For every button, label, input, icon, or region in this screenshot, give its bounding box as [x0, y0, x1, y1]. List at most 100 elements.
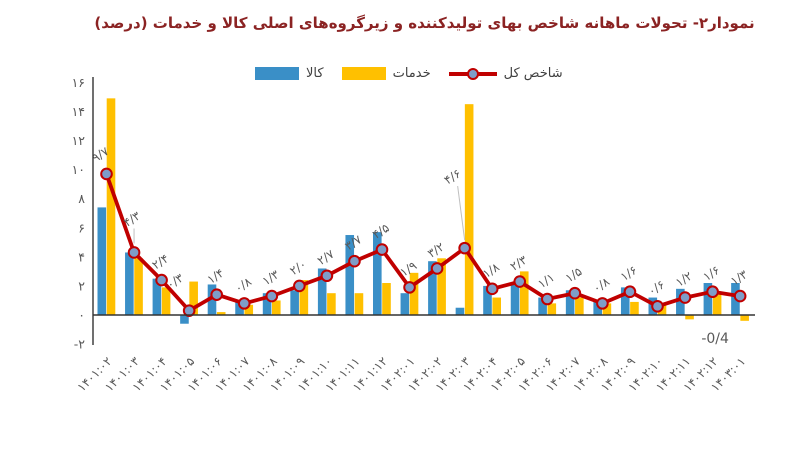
bar-services-۱۴۰۱:۰۲	[106, 98, 116, 315]
x-axis-labels: ۱۴۰۱:۰۲۱۴۰۱:۰۳۱۴۰۱:۰۴۱۴۰۱:۰۵۱۴۰۱:۰۶۱۴۰۱:…	[75, 354, 749, 394]
bar-goods-۱۴۰۱:۰۲	[97, 207, 107, 315]
data-label-۱۴۰۲:۰۶: ۱/۱	[535, 270, 557, 291]
total-line	[104, 173, 741, 313]
bar-services-۱۴۰۱:۰۸	[272, 300, 281, 315]
marker-۱۴۰۲:۱۱	[678, 291, 692, 304]
chart-title: نمودار۲- تحولات ماهانه شاخص بهای تولیدکن…	[94, 14, 755, 32]
bar-goods-۱۴۰۱:۰۴	[152, 278, 162, 315]
legend-label-goods: کالا	[306, 66, 324, 81]
bar-services-۱۴۰۱:۰۹	[299, 280, 309, 315]
bar-goods-۱۴۰۱:۰۸	[262, 293, 272, 315]
marker-۱۴۰۲:۰۱	[403, 281, 416, 294]
data-label-۱۴۰۲:۰۸: ۰/۸	[590, 274, 612, 295]
data-label-۱۴۰۲:۰۵: ۲/۳	[508, 252, 530, 273]
marker-۱۴۰۱:۱۰	[320, 269, 334, 283]
bar-goods-۱۴۰۲:۰۹	[620, 287, 630, 315]
bar-goods-۱۴۰۲:۱۲	[703, 283, 713, 315]
chart-legend: کالا خدمات شاخص کل	[255, 66, 585, 81]
legend-item-goods: کالا	[255, 66, 324, 81]
marker-۱۴۰۱:۰۳	[127, 246, 141, 259]
data-label-۱۴۰۱:۱۰: ۲/۷	[315, 247, 337, 268]
bar-goods-۱۴۰۱:۱۱	[345, 235, 355, 315]
bar-services-۱۴۰۱:۰۶	[216, 312, 226, 315]
bar-goods-۱۴۰۲:۰۸	[593, 301, 602, 315]
total-line-swatch-icon	[448, 67, 497, 80]
marker-۱۴۰۲:۱۰	[651, 299, 664, 313]
data-label-۱۴۰۲:۱۲: ۱/۶	[701, 263, 723, 284]
marker-۱۴۰۲:۰۸	[596, 297, 609, 310]
marker-۱۴۰۲:۰۴	[485, 282, 499, 296]
y-tick-6: ۶	[78, 220, 85, 235]
label-leader-lines	[133, 186, 466, 244]
data-label-۱۴۰۱:۰۷: ۰/۸	[232, 274, 254, 295]
marker-۱۴۰۲:۰۹	[623, 285, 637, 299]
bar-services-۱۴۰۲:۰۱	[409, 272, 419, 315]
y-tick--2: -۲	[74, 337, 86, 352]
bar-goods-۱۴۰۲:۰۱	[400, 293, 410, 315]
bar-goods-۱۴۰۱:۱۲	[373, 232, 382, 315]
marker-۱۴۰۱:۰۹	[293, 279, 306, 293]
marker-۱۴۰۱:۰۷	[237, 297, 251, 310]
bar-goods-۱۴۰۱:۱۰	[317, 268, 327, 315]
y-tick-4: ۴	[78, 249, 85, 264]
bar-services-۱۴۰۱:۱۲	[382, 283, 391, 315]
bar-goods-۱۴۰۲:۰۴	[483, 285, 492, 315]
bar-goods-۱۴۰۲:۰۵	[510, 283, 520, 315]
bar-goods-۱۴۰۱:۰۵	[180, 315, 189, 324]
bar-goods-۱۴۰۲:۰۷	[565, 290, 575, 315]
data-label-۱۴۰۲:۰۷: ۱/۵	[563, 264, 585, 285]
bar-services-۱۴۰۲:۱۲	[712, 291, 722, 315]
bar-services-۱۴۰۲:۰۸	[602, 303, 612, 315]
marker-۱۴۰۱:۱۱	[348, 254, 361, 268]
marker-۱۴۰۱:۰۶	[210, 288, 223, 301]
y-tick-8: ۸	[78, 191, 85, 206]
axes	[92, 77, 755, 345]
legend-label-total: شاخص کل	[503, 66, 563, 81]
data-label-۱۴۰۱:۰۸: ۱/۳	[260, 267, 282, 288]
marker-۱۴۰۱:۰۴	[155, 273, 168, 287]
bar-goods-۱۴۰۱:۰۹	[290, 290, 299, 315]
bar-services-۱۴۰۲:۰۷	[575, 297, 584, 315]
y-tick-0: ۰	[78, 308, 85, 323]
y-axis-labels: ۱۶ ۱۴ ۱۲ ۱۰ ۸ ۶ ۴ ۲ ۰ -۲	[72, 75, 86, 352]
bar-services-۱۴۰۳:۰۱	[740, 315, 749, 321]
bar-services-۱۴۰۱:۱۰	[327, 293, 336, 315]
y-tick-10: ۱۰	[72, 162, 85, 177]
data-labels: ۹/۷۴/۳۲/۴۰/۳ ۱/۴ ۰/۸ ۱/۳ ۲/۰ ۲/۷۳/۷۴/۵۱/۹۳/۲۴…	[89, 144, 750, 299]
y-tick-12: ۱۲	[72, 133, 86, 148]
bar-goods-۱۴۰۲:۱۱	[676, 288, 685, 315]
marker-۱۴۰۲:۰۳	[458, 241, 471, 255]
bar-goods-۱۴۰۲:۰۳	[455, 307, 465, 315]
marker-۱۴۰۱:۰۲	[100, 167, 113, 181]
marker-۱۴۰۲:۰۶	[541, 292, 554, 306]
bar-services-۱۴۰۲:۰۴	[492, 297, 501, 315]
services-swatch-icon	[341, 67, 386, 80]
bar-services-۱۴۰۱:۰۳	[134, 258, 143, 315]
y-tick-2: ۲	[78, 278, 85, 293]
bar-goods-۱۴۰۱:۰۶	[207, 284, 217, 315]
bar-services-۱۴۰۱:۰۵	[189, 281, 198, 315]
bar-goods-۱۴۰۱:۰۷	[235, 301, 244, 315]
data-label-۱۴۰۲:۱۱: ۱/۲	[673, 269, 695, 290]
legend-item-total: شاخص کل	[448, 66, 563, 81]
bar-services-۱۴۰۲:۱۱	[685, 315, 694, 320]
marker-۱۴۰۲:۰۷	[568, 286, 582, 300]
marker-۱۴۰۲:۰۵	[513, 275, 527, 288]
y-tick-16: ۱۶	[72, 75, 85, 90]
y-tick-14: ۱۴	[72, 104, 85, 119]
legend-label-services: خدمات	[392, 66, 431, 81]
annotation-negative-services: -0/4	[701, 331, 729, 347]
bar-services-۱۴۰۲:۰۵	[519, 271, 529, 315]
bar-services-۱۴۰۱:۰۷	[244, 304, 254, 315]
bar-goods-۱۴۰۱:۰۳	[125, 252, 134, 315]
bar-services-۱۴۰۱:۰۴	[161, 287, 171, 315]
total-index-line	[104, 173, 741, 313]
goods-swatch-icon	[255, 67, 299, 80]
data-label-۱۴۰۲:۰۲: ۳/۲	[425, 240, 447, 261]
data-label-۱۴۰۲:۰۳: ۴/۶	[442, 166, 464, 187]
data-label-۱۴۰۲:۱۰: ۰/۶	[645, 277, 667, 298]
data-label-۱۴۰۲:۰۹: ۱/۶	[618, 263, 640, 284]
bar-services-۱۴۰۲:۰۲	[437, 258, 446, 315]
